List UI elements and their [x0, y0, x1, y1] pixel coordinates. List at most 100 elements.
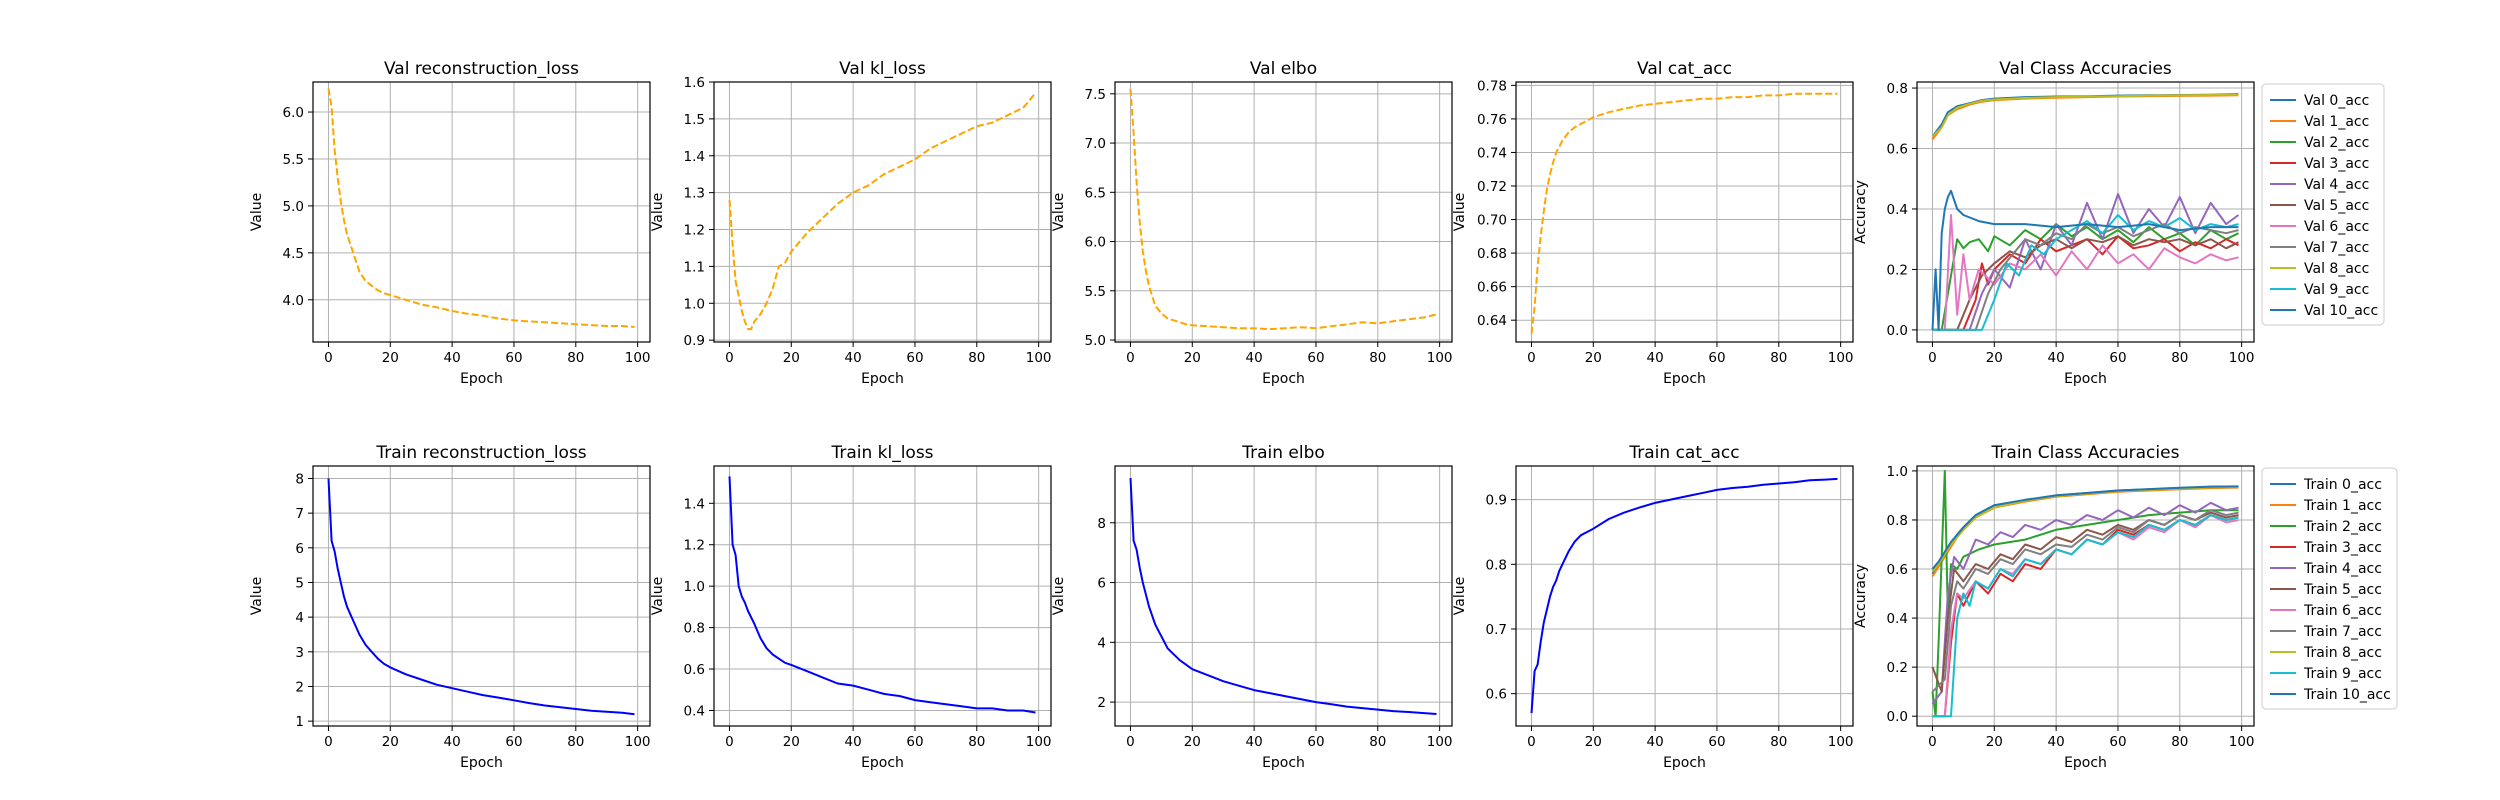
y-tick-label: 1.2 — [684, 538, 705, 554]
y-tick-label: 1 — [295, 714, 304, 730]
axes-frame — [1515, 465, 1854, 727]
y-tick-label: 2 — [1097, 695, 1106, 711]
x-axis-label: Epoch — [2064, 755, 2107, 771]
x-tick-label: 80 — [1369, 350, 1386, 366]
y-tick-label: 1.0 — [1887, 464, 1908, 480]
legend: Train 0_acc Train 1_acc Train 2_acc Train 3… — [2261, 467, 2398, 710]
y-tick-label: 1.3 — [684, 186, 705, 202]
series-line-val-elbo — [1129, 88, 1437, 331]
y-tick-label: 7.0 — [1085, 136, 1106, 152]
y-tick-label: 8 — [295, 471, 304, 487]
y-tick-label: 0.70 — [1477, 213, 1507, 229]
y-tick-label: 0.78 — [1477, 78, 1507, 94]
chart-title: Train reconstruction_loss — [375, 443, 586, 463]
x-axis-label: Epoch — [2064, 371, 2107, 387]
x-tick-label: 80 — [2171, 350, 2188, 366]
legend-entry: Train 0_acc — [2303, 477, 2382, 493]
x-tick-label: 40 — [2048, 350, 2065, 366]
y-tick-label: 0.66 — [1477, 280, 1507, 296]
y-tick-label: 0.6 — [684, 662, 705, 678]
chart-val-recon: 0 20 40 60 80 100 4.0 4.5 5.0 5.5 6.0 Val reconstru… — [249, 59, 651, 387]
x-tick-label: 60 — [1708, 350, 1725, 366]
y-tick-label: 1.6 — [684, 75, 705, 91]
x-tick-label: 0 — [1928, 734, 1937, 750]
chart-title: Val reconstruction_loss — [384, 59, 579, 79]
y-tick-label: 3 — [295, 645, 304, 661]
x-tick-label: 80 — [1770, 350, 1787, 366]
legend-entry: Train 6_acc — [2303, 603, 2382, 619]
y-tick-label: 1.2 — [684, 223, 705, 239]
y-tick-label: 0.8 — [1486, 557, 1507, 573]
x-tick-label: 40 — [1246, 350, 1263, 366]
series-line-train-cat — [1530, 477, 1838, 714]
y-tick-label: 0.74 — [1477, 145, 1507, 161]
y-axis-label: Value — [249, 577, 265, 615]
x-axis-label: Epoch — [1262, 371, 1305, 387]
y-tick-label: 6 — [295, 541, 304, 557]
x-tick-label: 0 — [324, 350, 333, 366]
x-tick-label: 0 — [725, 350, 734, 366]
series-line-val-6_acc — [1932, 214, 2239, 331]
y-tick-label: 1.5 — [684, 112, 705, 128]
x-tick-label: 100 — [1026, 350, 1052, 366]
y-tick-label: 0.4 — [684, 703, 705, 719]
legend-entry: Val 4_acc — [2304, 177, 2369, 193]
x-tick-label: 60 — [2109, 734, 2126, 750]
series-line-train-recon — [327, 478, 635, 716]
legend-entry: Val 0_acc — [2304, 93, 2369, 109]
y-tick-label: 0.72 — [1477, 179, 1507, 195]
y-tick-label: 6.0 — [283, 105, 304, 121]
axes-frame — [1515, 81, 1854, 343]
x-tick-label: 20 — [382, 350, 399, 366]
x-tick-label: 0 — [324, 734, 333, 750]
y-tick-label: 0.8 — [684, 621, 705, 637]
x-tick-label: 100 — [625, 734, 651, 750]
x-tick-label: 20 — [1986, 734, 2003, 750]
y-tick-label: 4.5 — [283, 246, 304, 262]
chart-title: Val Class Accuracies — [1999, 59, 2172, 79]
legend-entry: Train 9_acc — [2303, 666, 2382, 682]
x-tick-label: 20 — [1585, 350, 1602, 366]
y-tick-label: 1.4 — [684, 496, 705, 512]
axes-frame — [1114, 81, 1453, 343]
axes-frame — [1114, 465, 1453, 727]
x-tick-label: 40 — [1647, 734, 1664, 750]
chart-title: Val kl_loss — [839, 59, 926, 79]
series-line-train-4_acc — [1931, 501, 2239, 705]
x-tick-label: 60 — [505, 350, 522, 366]
x-tick-label: 0 — [1527, 734, 1536, 750]
x-tick-label: 0 — [1126, 350, 1135, 366]
legend-box — [2261, 467, 2398, 710]
series-line-val-8_acc — [1931, 93, 2239, 138]
legend-entry: Train 3_acc — [2303, 540, 2382, 556]
axes-frame — [312, 465, 651, 727]
chart-val-cat: 0 20 40 60 80 100 0.64 0.66 0.68 0.70 0.72 0.74 0.76… — [1452, 59, 1854, 387]
y-tick-label: 4 — [1097, 635, 1106, 651]
legend-entry: Val 5_acc — [2304, 198, 2369, 214]
legend-entry: Val 6_acc — [2304, 219, 2369, 235]
series-line-val-3_acc — [1932, 235, 2239, 331]
y-tick-label: 0.9 — [1486, 493, 1507, 509]
legend-entry: Val 10_acc — [2304, 303, 2378, 319]
x-tick-label: 20 — [783, 350, 800, 366]
y-tick-label: 0.8 — [1887, 513, 1908, 529]
chart-val-kl: 0 20 40 60 80 100 0.9 1.0 1.1 1.2 1.3 1.4 1.5 1.6 Val … — [650, 59, 1052, 387]
chart-title: Val cat_acc — [1637, 59, 1732, 79]
series-line-train-9_acc — [1932, 514, 2239, 718]
x-tick-label: 40 — [1246, 734, 1263, 750]
x-tick-label: 100 — [2229, 734, 2255, 750]
x-tick-label: 100 — [1828, 734, 1854, 750]
y-tick-label: 1.0 — [684, 579, 705, 595]
x-tick-label: 40 — [444, 350, 461, 366]
series-line-train-10_acc — [1931, 485, 2239, 570]
legend-entry: Train 7_acc — [2303, 624, 2382, 640]
x-axis-label: Epoch — [861, 371, 904, 387]
chart-title: Train kl_loss — [830, 443, 933, 463]
x-axis-label: Epoch — [1663, 371, 1706, 387]
series-line-val-recon — [327, 88, 635, 328]
x-tick-label: 60 — [1708, 734, 1725, 750]
legend-entry: Val 8_acc — [2304, 261, 2369, 277]
axes-frame — [1916, 81, 2255, 343]
y-tick-label: 0.6 — [1486, 687, 1507, 703]
